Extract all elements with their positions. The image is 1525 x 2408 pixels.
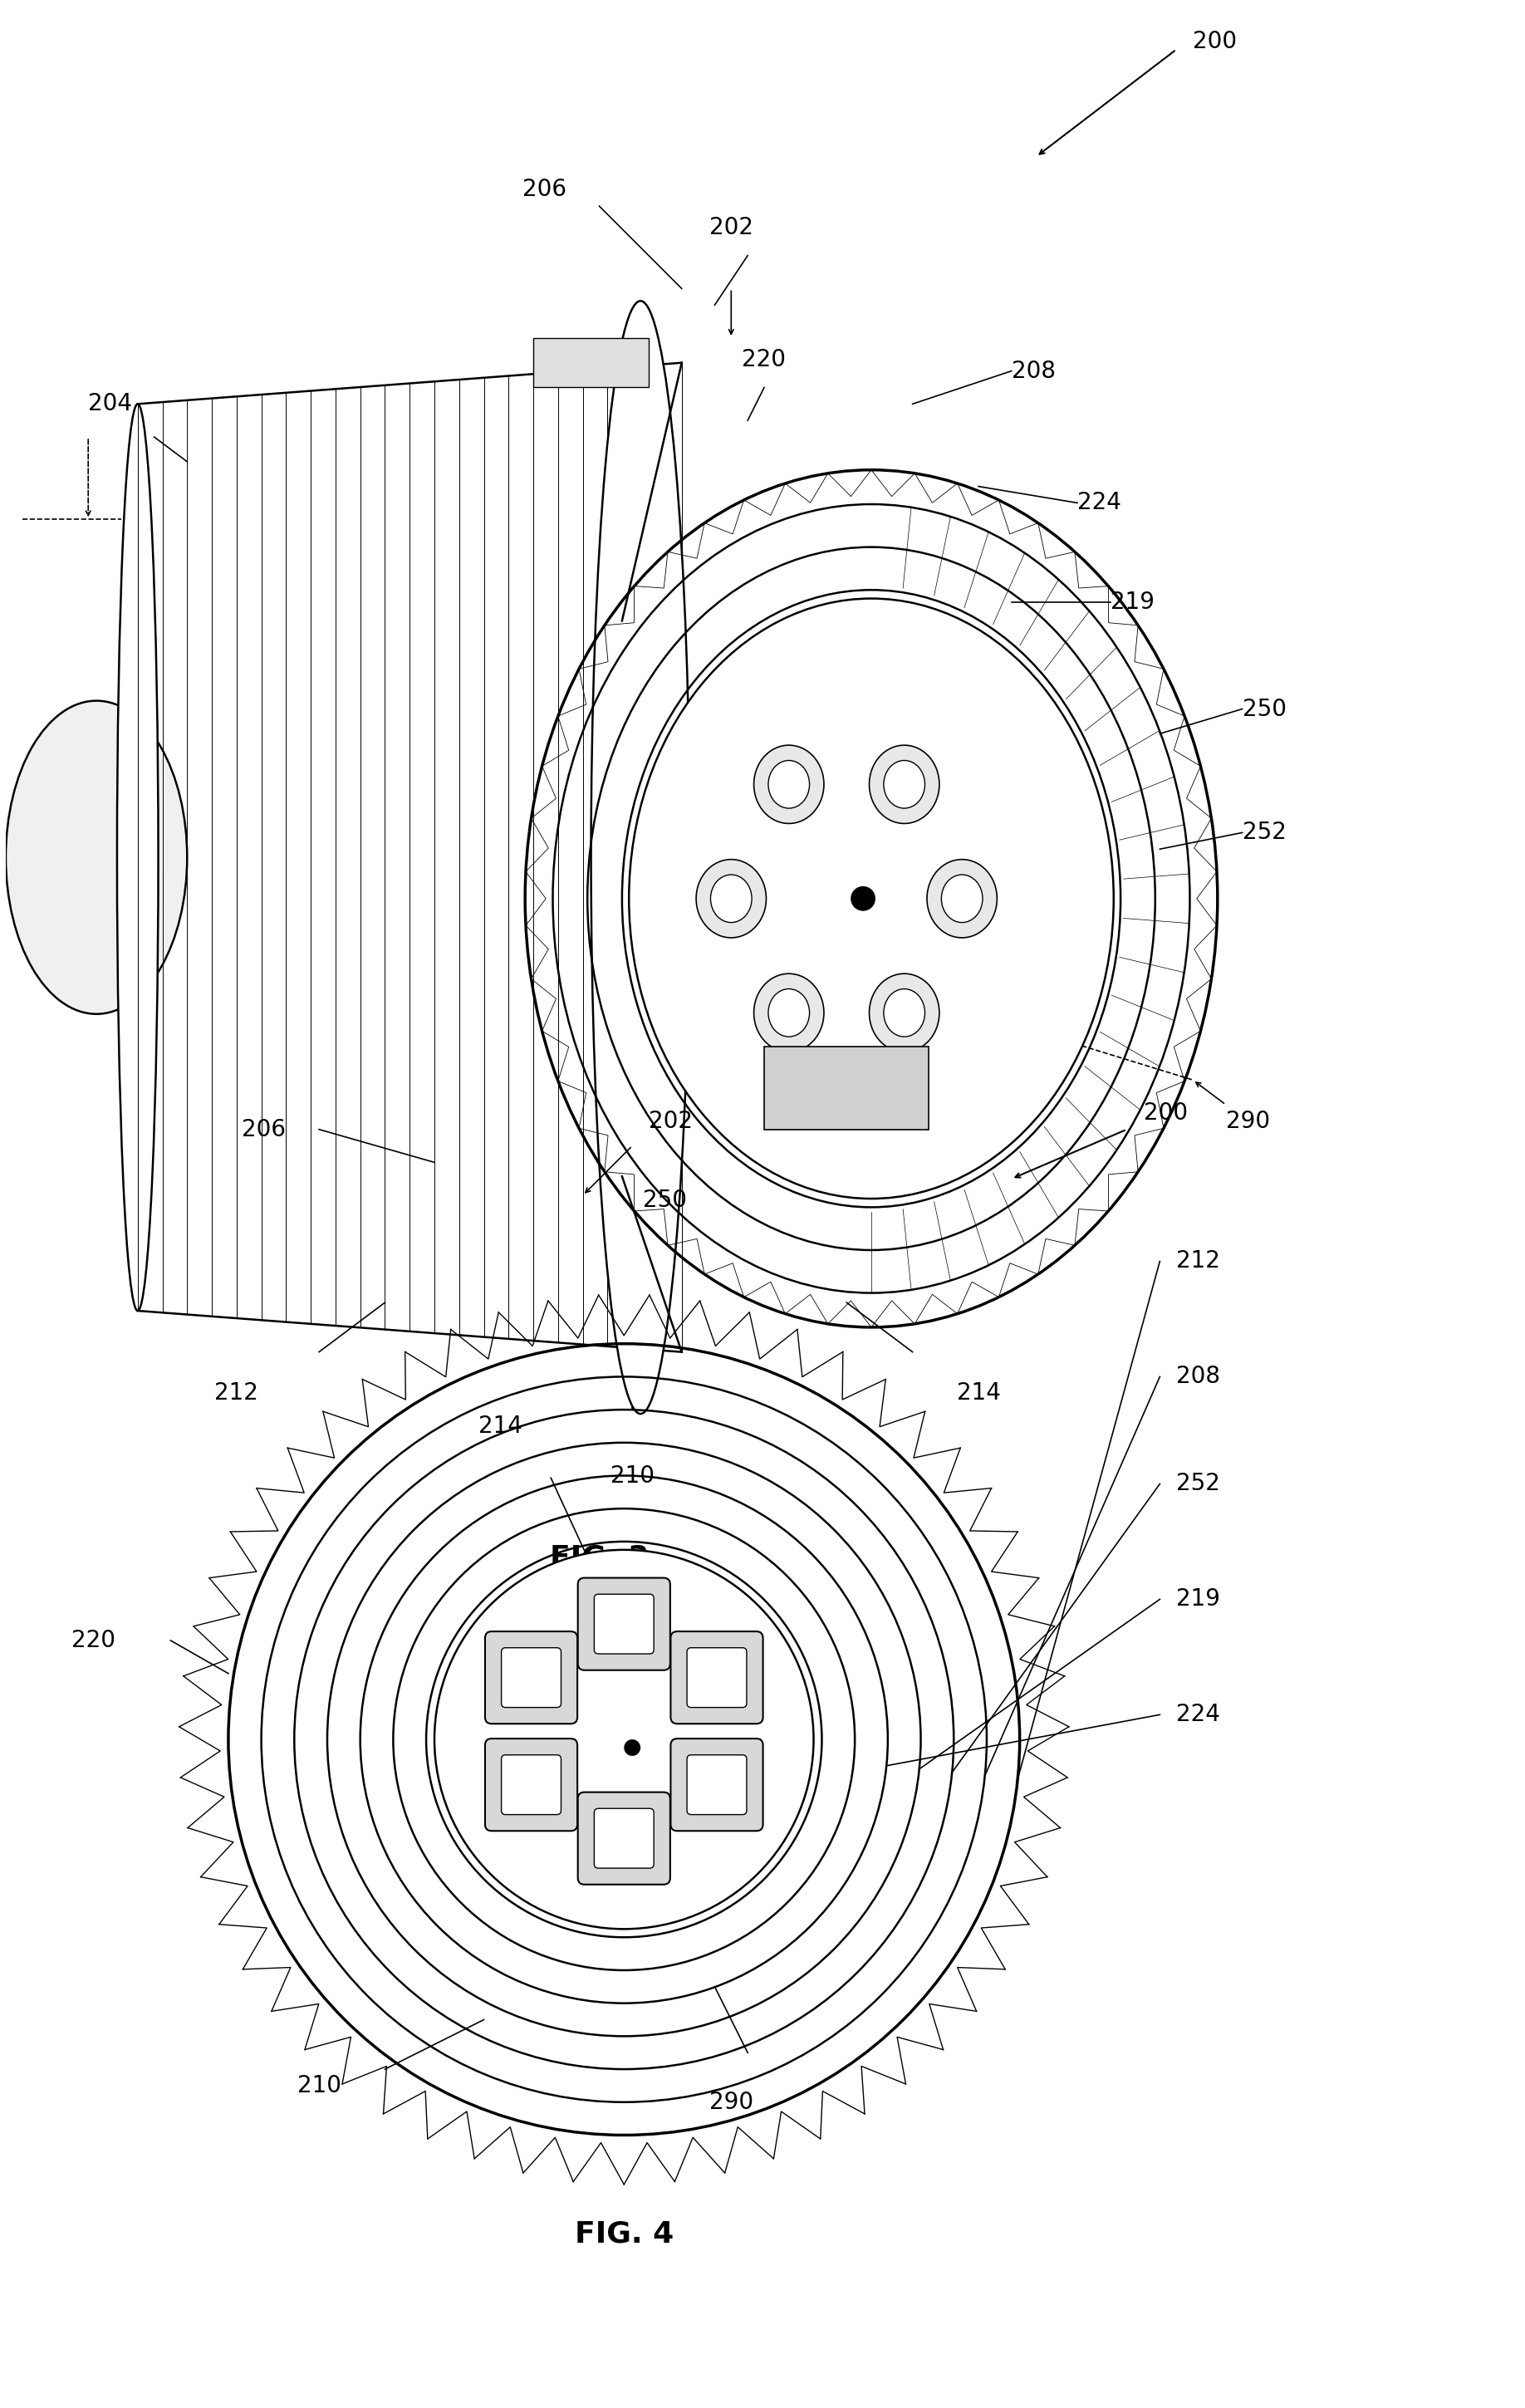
- Text: FIG. 3: FIG. 3: [549, 1544, 648, 1572]
- Text: 214: 214: [956, 1382, 1000, 1404]
- FancyBboxPatch shape: [764, 1047, 929, 1129]
- FancyBboxPatch shape: [578, 1792, 669, 1885]
- Text: 224: 224: [1176, 1702, 1220, 1727]
- Text: FIG. 4: FIG. 4: [575, 2220, 674, 2249]
- Text: 250: 250: [1243, 698, 1286, 720]
- Text: 214: 214: [479, 1413, 523, 1438]
- Ellipse shape: [753, 973, 824, 1052]
- Text: 252: 252: [1176, 1471, 1220, 1495]
- Text: 224: 224: [1077, 491, 1121, 515]
- Text: 219: 219: [1176, 1587, 1220, 1611]
- Text: 210: 210: [297, 2073, 342, 2097]
- Text: 200: 200: [1193, 29, 1237, 53]
- FancyBboxPatch shape: [671, 1633, 762, 1724]
- Circle shape: [435, 1551, 814, 1929]
- FancyBboxPatch shape: [686, 1647, 747, 1707]
- Ellipse shape: [769, 990, 810, 1038]
- Ellipse shape: [869, 744, 939, 824]
- Text: 202: 202: [709, 217, 753, 238]
- FancyBboxPatch shape: [485, 1739, 578, 1830]
- Circle shape: [624, 1739, 640, 1755]
- Ellipse shape: [711, 874, 752, 922]
- Text: 252: 252: [1243, 821, 1286, 845]
- Ellipse shape: [628, 600, 1113, 1199]
- Text: 250: 250: [644, 1190, 688, 1211]
- Text: 220: 220: [72, 1628, 116, 1652]
- Text: 206: 206: [242, 1117, 287, 1141]
- FancyBboxPatch shape: [502, 1647, 561, 1707]
- Text: 204: 204: [88, 393, 133, 417]
- Text: 200: 200: [1144, 1100, 1188, 1125]
- Text: 208: 208: [1011, 359, 1055, 383]
- FancyBboxPatch shape: [485, 1633, 578, 1724]
- Ellipse shape: [753, 744, 824, 824]
- Ellipse shape: [883, 761, 924, 809]
- FancyBboxPatch shape: [578, 1577, 669, 1671]
- Text: 220: 220: [743, 347, 787, 371]
- Ellipse shape: [883, 990, 924, 1038]
- Ellipse shape: [927, 860, 997, 937]
- FancyBboxPatch shape: [502, 1755, 561, 1816]
- Ellipse shape: [769, 761, 810, 809]
- Text: 210: 210: [610, 1464, 654, 1488]
- Text: 290: 290: [709, 2090, 753, 2114]
- Text: 208: 208: [1176, 1365, 1220, 1389]
- Ellipse shape: [851, 886, 875, 910]
- Text: 290: 290: [1226, 1110, 1270, 1132]
- Text: 219: 219: [1110, 590, 1154, 614]
- Ellipse shape: [6, 701, 188, 1014]
- Text: 202: 202: [648, 1110, 692, 1132]
- Bar: [534, 337, 648, 388]
- Ellipse shape: [117, 405, 159, 1310]
- Ellipse shape: [695, 860, 766, 937]
- FancyBboxPatch shape: [595, 1808, 654, 1869]
- Text: 212: 212: [1176, 1250, 1220, 1274]
- FancyBboxPatch shape: [686, 1755, 747, 1816]
- FancyBboxPatch shape: [671, 1739, 762, 1830]
- Ellipse shape: [941, 874, 982, 922]
- FancyBboxPatch shape: [595, 1594, 654, 1654]
- Ellipse shape: [869, 973, 939, 1052]
- Text: 212: 212: [215, 1382, 259, 1404]
- Ellipse shape: [592, 301, 689, 1413]
- Text: 206: 206: [522, 178, 566, 202]
